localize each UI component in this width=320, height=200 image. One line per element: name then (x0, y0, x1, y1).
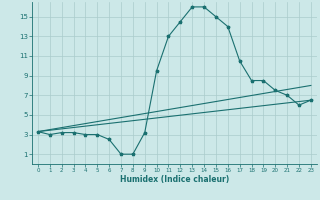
X-axis label: Humidex (Indice chaleur): Humidex (Indice chaleur) (120, 175, 229, 184)
